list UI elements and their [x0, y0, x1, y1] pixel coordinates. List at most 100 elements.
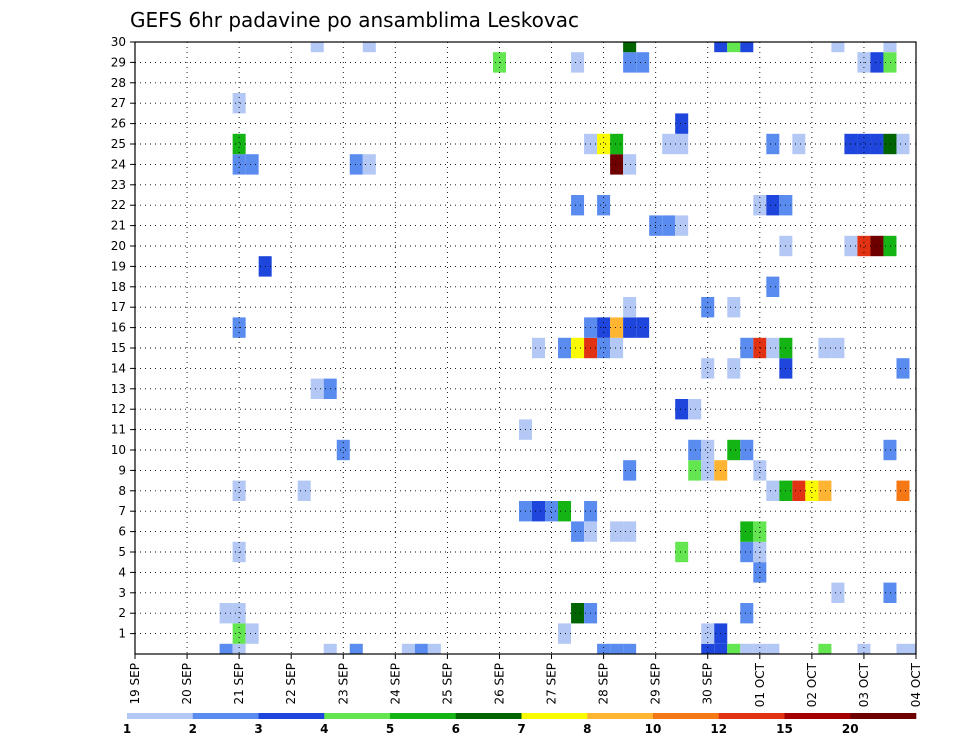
y-tick-label: 17 — [111, 300, 126, 314]
colorbar-label: 10 — [645, 722, 662, 736]
y-tick-label: 13 — [111, 382, 126, 396]
heatmap-cell — [571, 195, 585, 216]
x-tick-label: 20 SEP — [180, 663, 194, 705]
x-axis: 19 SEP 20 SEP 21 SEP 22 SEP 23 SEP 24 SEP 25 S… — [128, 654, 923, 707]
heatmap-cell — [232, 480, 246, 501]
colorbar-swatch — [455, 713, 522, 719]
heatmap-cell — [558, 501, 572, 522]
heatmap-cell — [727, 358, 741, 379]
heatmap-cell — [818, 337, 832, 359]
colorbar-swatch — [587, 713, 654, 719]
colorbar-swatch — [390, 713, 457, 719]
y-tick-label: 27 — [111, 96, 126, 110]
heatmap-cell — [766, 195, 780, 216]
colorbar-label: 12 — [710, 722, 727, 736]
colorbar-swatch — [784, 713, 851, 719]
y-tick-label: 6 — [118, 525, 126, 539]
y-tick-label: 8 — [118, 484, 126, 498]
heatmap-cell — [896, 133, 910, 155]
heatmap-cell — [349, 643, 363, 654]
y-tick-label: 7 — [118, 504, 126, 518]
x-tick-label: 02 OCT — [805, 662, 819, 707]
colorbar-swatch — [653, 713, 720, 719]
heatmap-cell — [870, 235, 884, 257]
colorbar: 1 2 3 4 5 6 7 8 10 12 15 20 — [123, 713, 917, 736]
colorbar-swatch — [324, 713, 391, 719]
heatmap-cell — [818, 643, 832, 654]
y-tick-label: 28 — [111, 76, 126, 90]
y-tick-label: 5 — [118, 545, 126, 559]
y-tick-label: 30 — [111, 35, 126, 49]
heatmap-cell — [753, 643, 767, 654]
heatmap-cell — [610, 521, 624, 542]
heatmap-cell — [571, 52, 585, 73]
chart-title: GEFS 6hr padavine po ansamblima Leskovac — [130, 8, 579, 32]
heatmap-cell — [896, 643, 910, 654]
y-tick-label: 25 — [111, 137, 126, 151]
heatmap-cell — [310, 42, 324, 53]
heatmap-cell — [740, 42, 754, 53]
heatmap-cell — [232, 623, 246, 644]
heatmap-cell — [831, 42, 845, 53]
heatmap-cell — [245, 154, 259, 175]
heatmap-cell — [623, 52, 637, 73]
colorbar-label: 20 — [842, 722, 859, 736]
y-tick-label: 14 — [111, 361, 126, 375]
heatmap-cell — [714, 42, 728, 53]
y-tick-label: 22 — [111, 198, 126, 212]
heatmap-cell — [636, 52, 650, 73]
colorbar-swatch — [718, 713, 785, 719]
heatmap-cell — [675, 399, 689, 420]
heatmap-cell — [623, 643, 637, 654]
heatmap-cell — [245, 623, 259, 644]
x-tick-label: 24 SEP — [388, 663, 402, 705]
heatmap-cell — [727, 643, 741, 654]
y-tick-label: 26 — [111, 117, 126, 131]
y-tick-label: 10 — [111, 443, 126, 457]
colorbar-swatch — [258, 713, 325, 719]
x-tick-label: 25 SEP — [440, 663, 454, 705]
heatmap-cell — [623, 317, 637, 338]
heatmap-cell — [623, 460, 637, 481]
colorbar-label: 7 — [517, 722, 525, 736]
y-axis: 1234567891011121314151617181920212223242… — [111, 35, 135, 641]
colorbar-label: 15 — [776, 722, 793, 736]
heatmap-cell — [766, 643, 780, 654]
heatmap-cell — [532, 501, 546, 522]
y-tick-label: 4 — [118, 565, 126, 579]
heatmap-cell — [766, 276, 780, 297]
heatmap-cell — [675, 133, 689, 155]
heatmap-cell — [753, 195, 767, 216]
heatmap-cell — [740, 541, 754, 563]
heatmap-cell — [701, 358, 715, 379]
heatmap-cell — [675, 215, 689, 236]
y-tick-label: 20 — [111, 239, 126, 253]
y-tick-label: 24 — [111, 157, 126, 171]
heatmap-cell — [623, 521, 637, 542]
heatmap-cell — [753, 460, 767, 481]
x-tick-label: 19 SEP — [128, 663, 142, 705]
y-tick-label: 29 — [111, 55, 126, 69]
heatmap-cell — [414, 643, 428, 654]
heatmap-cell — [219, 643, 233, 654]
heatmap-cell — [701, 439, 715, 461]
heatmap-cell — [571, 603, 585, 624]
x-tick-label: 04 OCT — [909, 662, 923, 707]
heatmap-cell — [857, 643, 871, 654]
y-tick-label: 18 — [111, 280, 126, 294]
heatmap-cell — [740, 439, 754, 461]
x-tick-label: 01 OCT — [753, 662, 767, 707]
heatmap-cell — [662, 133, 676, 155]
colorbar-label: 6 — [452, 722, 460, 736]
heatmap-cell — [740, 643, 754, 654]
x-tick-label: 29 SEP — [649, 663, 663, 705]
heatmap-cell — [232, 93, 246, 114]
heatmap-cell — [675, 541, 689, 563]
heatmap-cell — [701, 460, 715, 481]
heatmap-cell — [792, 133, 806, 155]
heatmap-cell — [323, 643, 337, 654]
heatmap-cell — [831, 337, 845, 359]
heatmap-cell — [740, 521, 754, 542]
heatmap-cell — [662, 215, 676, 236]
x-tick-label: 21 SEP — [232, 663, 246, 705]
